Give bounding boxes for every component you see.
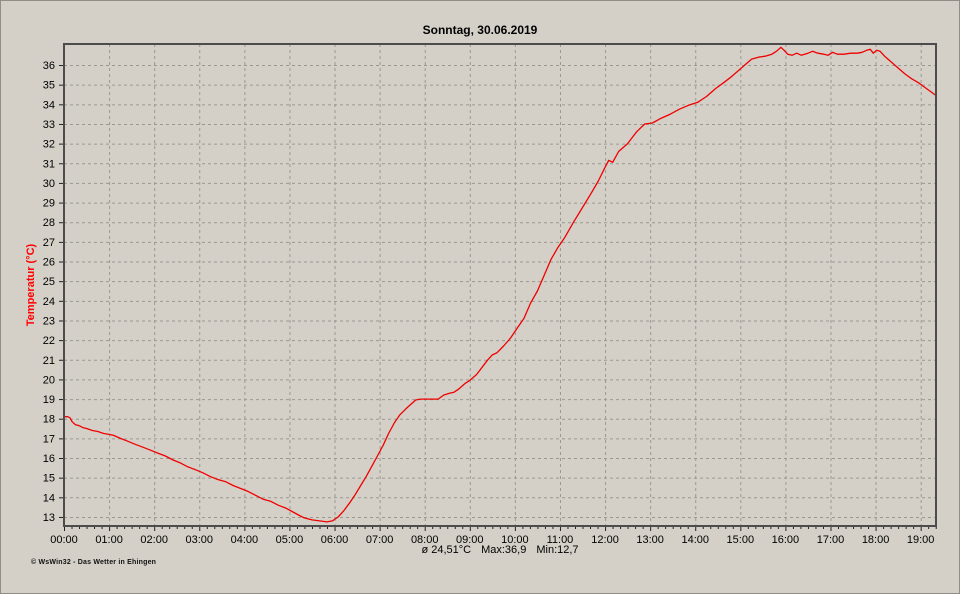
- svg-text:15: 15: [43, 473, 55, 485]
- svg-text:21: 21: [43, 355, 55, 367]
- svg-text:06:00: 06:00: [321, 534, 349, 546]
- series-line-temperatur: [64, 46, 937, 523]
- axis-ticks: [59, 65, 937, 531]
- svg-text:35: 35: [43, 80, 55, 92]
- svg-text:03:00: 03:00: [185, 534, 213, 546]
- svg-text:08:00: 08:00: [411, 534, 439, 546]
- svg-text:25: 25: [43, 276, 55, 288]
- svg-text:09:00: 09:00: [456, 534, 484, 546]
- svg-text:28: 28: [43, 217, 55, 229]
- svg-text:15:00: 15:00: [727, 534, 755, 546]
- svg-text:14:00: 14:00: [681, 534, 709, 546]
- svg-text:14: 14: [43, 492, 55, 504]
- daily-stats: ø 24,51°C Max:36,9 Min:12,7: [64, 544, 936, 556]
- svg-text:19:00: 19:00: [907, 534, 935, 546]
- y-axis-title: Temperatur (°C): [25, 243, 37, 326]
- copyright-text: © WsWin32 - Das Wetter in Ehingen: [31, 559, 157, 566]
- svg-text:17: 17: [43, 433, 55, 445]
- svg-text:16: 16: [43, 453, 55, 465]
- svg-text:04:00: 04:00: [231, 534, 259, 546]
- svg-text:16:00: 16:00: [772, 534, 800, 546]
- svg-text:36: 36: [43, 60, 55, 72]
- svg-text:00:00: 00:00: [50, 534, 78, 546]
- stat-average: ø 24,51°C: [421, 544, 472, 556]
- x-axis-labels: 00:00 01:00 02:00 03:00 04:00 05:00 06:00 07:00…: [50, 534, 934, 546]
- svg-text:24: 24: [43, 296, 55, 308]
- svg-text:22: 22: [43, 335, 55, 347]
- chart-title: Sonntag, 30.06.2019: [422, 23, 538, 37]
- svg-text:19: 19: [43, 394, 55, 406]
- grid-lines: [64, 44, 936, 526]
- svg-text:26: 26: [43, 257, 55, 269]
- svg-text:10:00: 10:00: [501, 534, 529, 546]
- svg-text:13: 13: [43, 512, 55, 524]
- svg-text:20: 20: [43, 374, 55, 386]
- svg-text:31: 31: [43, 158, 55, 170]
- svg-text:18: 18: [43, 414, 55, 426]
- svg-text:07:00: 07:00: [366, 534, 394, 546]
- svg-text:23: 23: [43, 315, 55, 327]
- svg-text:18:00: 18:00: [862, 534, 890, 546]
- svg-text:13:00: 13:00: [636, 534, 664, 546]
- svg-text:30: 30: [43, 178, 55, 190]
- svg-text:02:00: 02:00: [140, 534, 168, 546]
- plot-border: [63, 43, 937, 527]
- svg-text:29: 29: [43, 198, 55, 210]
- svg-text:32: 32: [43, 139, 55, 151]
- svg-text:11:00: 11:00: [547, 534, 574, 546]
- svg-text:27: 27: [43, 237, 55, 249]
- svg-text:05:00: 05:00: [276, 534, 304, 546]
- svg-text:01:00: 01:00: [95, 534, 123, 546]
- svg-text:33: 33: [43, 119, 55, 131]
- stat-max: Max:36,9: [481, 544, 527, 556]
- svg-text:12:00: 12:00: [591, 534, 619, 546]
- svg-text:34: 34: [43, 99, 55, 111]
- svg-text:17:00: 17:00: [817, 534, 845, 546]
- stat-min: Min:12,7: [536, 544, 579, 556]
- y-axis-labels: 13 14 15 16 17 18 19 20 21 22 23 24 25 26 27 28 29 30 31 32…: [43, 60, 55, 524]
